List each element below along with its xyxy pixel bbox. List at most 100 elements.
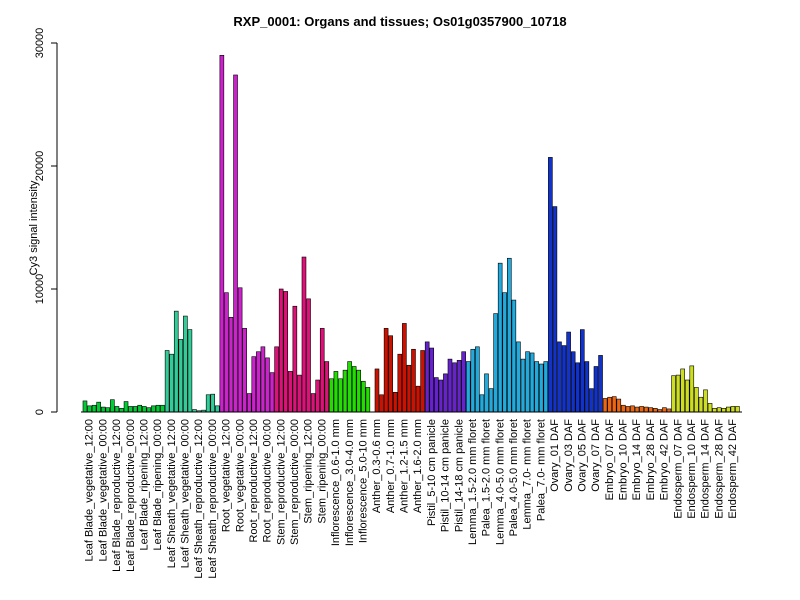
bar — [716, 407, 722, 413]
bar — [251, 356, 257, 413]
x-tick-label: Stem_ripening_00:00 — [316, 419, 328, 524]
bar — [456, 360, 462, 413]
y-axis: 0 10000 20000 30000 — [34, 28, 58, 415]
bar — [461, 351, 466, 413]
x-tick-label: Leaf Blade_reproductive_00:00 — [125, 419, 137, 572]
bar — [142, 406, 147, 413]
x-tick-label: Inflorescence_5.0-10 mm — [357, 419, 369, 543]
bar — [82, 400, 88, 413]
bar — [246, 393, 252, 413]
bar — [648, 407, 654, 413]
bar — [643, 406, 649, 413]
y-tick-label: 10000 — [34, 274, 46, 305]
bar — [598, 355, 603, 413]
bar — [507, 257, 512, 413]
bar — [297, 374, 302, 413]
bar — [274, 346, 279, 413]
bar — [342, 369, 348, 413]
bar — [726, 406, 731, 413]
bar — [707, 403, 713, 413]
bar — [406, 364, 412, 413]
bar — [675, 374, 681, 413]
x-tick-label: Lemma_1.5-2.0 mm floret — [467, 419, 479, 545]
x-tick-label: Endosperm_07 DAF — [672, 419, 684, 519]
bar — [411, 348, 416, 413]
x-tick-label: Leaf Sheath_vegetative_00:00 — [180, 419, 192, 568]
bar — [329, 378, 334, 413]
x-tick-label: Leaf Blade_ripening_12:00 — [138, 419, 150, 551]
bar — [278, 288, 284, 413]
bar — [269, 372, 275, 413]
bar — [324, 361, 330, 413]
bar — [653, 408, 658, 413]
bar — [561, 345, 567, 413]
bar — [319, 328, 325, 413]
bar — [228, 316, 234, 413]
bar — [580, 329, 585, 413]
bar — [689, 365, 695, 413]
bar — [575, 362, 581, 413]
bar — [87, 405, 92, 413]
bar — [351, 366, 357, 413]
bar — [566, 331, 571, 413]
x-tick-labels: Leaf Blade_vegetative_12:00 Leaf Blade_ve… — [84, 419, 739, 579]
bar — [470, 348, 476, 413]
bar — [488, 388, 494, 413]
x-tick-label: Lemma_4.0-5.0 mm floret — [494, 419, 506, 545]
x-tick-label: Ovary_01 DAF — [549, 419, 561, 492]
bar — [388, 335, 393, 413]
bar — [684, 379, 690, 413]
bar — [548, 157, 553, 413]
bar — [155, 404, 161, 413]
bar — [634, 406, 640, 413]
x-tick-label: Anther_1.6-2.0 mm — [412, 419, 424, 513]
x-tick-label: Leaf Blade_ripening_00:00 — [152, 419, 164, 551]
x-tick-label: Palea_7.0- mm floret — [535, 419, 547, 521]
bar — [164, 350, 170, 413]
bar — [429, 347, 435, 413]
x-tick-label: Inflorescence_3.0-4.0 mm — [344, 419, 356, 546]
x-tick-label: Stem_reproductive_00:00 — [289, 419, 301, 545]
x-tick-label: Endosperm_28 DAF — [713, 419, 725, 519]
bar — [479, 394, 485, 413]
bar — [288, 371, 293, 413]
bar — [96, 401, 101, 413]
bar — [237, 287, 243, 413]
bars-group — [82, 54, 740, 413]
x-tick-label: Palea_4.0-5.0 mm floret — [508, 419, 520, 536]
bar — [260, 346, 266, 413]
x-tick-label: Endosperm_42 DAF — [727, 419, 739, 519]
bar — [187, 329, 193, 413]
x-tick-label: Inflorescence_0.6-1.0 mm — [330, 419, 342, 546]
x-tick-label: Ovary_03 DAF — [563, 419, 575, 492]
bar — [516, 341, 521, 413]
bar — [169, 353, 174, 413]
bar — [178, 339, 184, 413]
bar — [365, 387, 371, 413]
bar — [721, 408, 727, 413]
bar — [443, 373, 448, 413]
bar — [205, 394, 211, 413]
x-tick-label: Root_reproductive_12:00 — [248, 419, 260, 543]
bar — [475, 346, 480, 413]
x-tick-label: Root_vegetative_12:00 — [221, 419, 233, 532]
x-tick-label: Pistil_5-10 cm panicle — [426, 419, 438, 526]
bar — [173, 310, 179, 413]
bar — [639, 406, 644, 413]
bar — [534, 361, 539, 413]
bar — [114, 406, 120, 413]
bar — [224, 292, 229, 413]
x-tick-label: Embryo_07 DAF — [604, 419, 616, 501]
bar — [301, 256, 307, 413]
bar — [292, 305, 298, 413]
bar — [538, 363, 544, 413]
x-tick-label: Embryo_28 DAF — [645, 419, 657, 501]
bar — [493, 313, 498, 413]
bar — [420, 350, 425, 413]
bar — [703, 389, 708, 413]
bar — [105, 407, 111, 413]
bar — [694, 387, 699, 413]
bar — [680, 368, 685, 413]
bar — [625, 406, 631, 413]
x-tick-label: Anther_1.2-1.5 mm — [399, 419, 411, 513]
